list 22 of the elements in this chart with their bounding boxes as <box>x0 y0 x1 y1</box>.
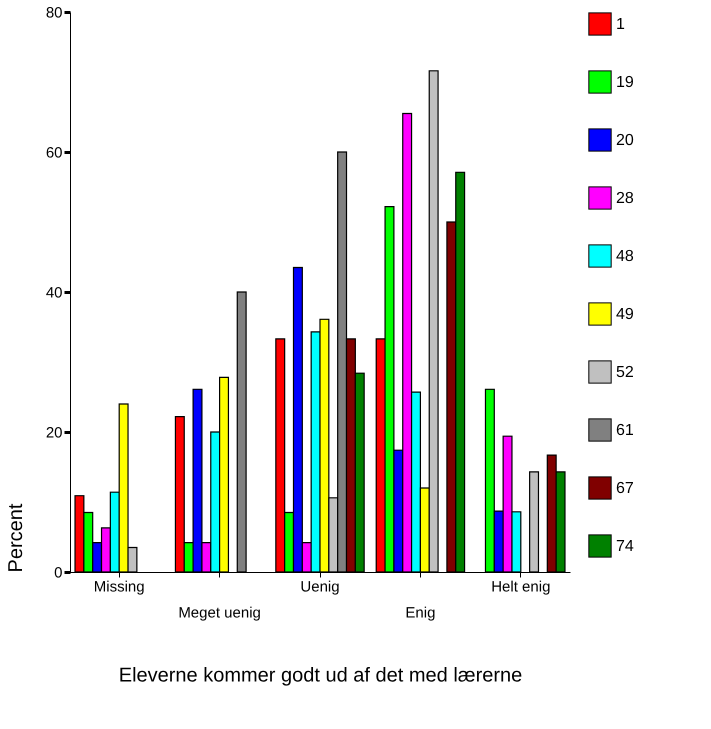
x-tick-label: Enig <box>405 604 436 622</box>
legend-label: 19 <box>616 74 634 91</box>
legend-label: 48 <box>616 248 634 265</box>
legend-label: 67 <box>616 480 634 497</box>
legend-label: 1 <box>616 16 625 33</box>
y-tick-label: 40 <box>46 284 62 302</box>
legend-label: 61 <box>616 422 634 439</box>
x-axis-title: Eleverne kommer godt ud af det med lærerne <box>118 664 522 686</box>
y-tick-label: 20 <box>46 424 62 442</box>
x-tick-label: Meget uenig <box>178 604 261 622</box>
legend-label: 74 <box>616 538 634 555</box>
y-tick-label: 60 <box>46 144 62 162</box>
y-tick-label: 80 <box>46 4 62 22</box>
legend-label: 52 <box>616 364 634 381</box>
legend-label: 28 <box>616 190 634 207</box>
y-tick-label: 0 <box>54 564 62 582</box>
x-tick-label: Missing <box>94 578 145 596</box>
x-tick-label: Uenig <box>300 578 340 596</box>
y-axis-title: Percent <box>4 503 27 572</box>
legend-label: 20 <box>616 132 634 149</box>
x-tick-label: Helt enig <box>491 578 550 596</box>
legend-label: 49 <box>616 306 634 323</box>
